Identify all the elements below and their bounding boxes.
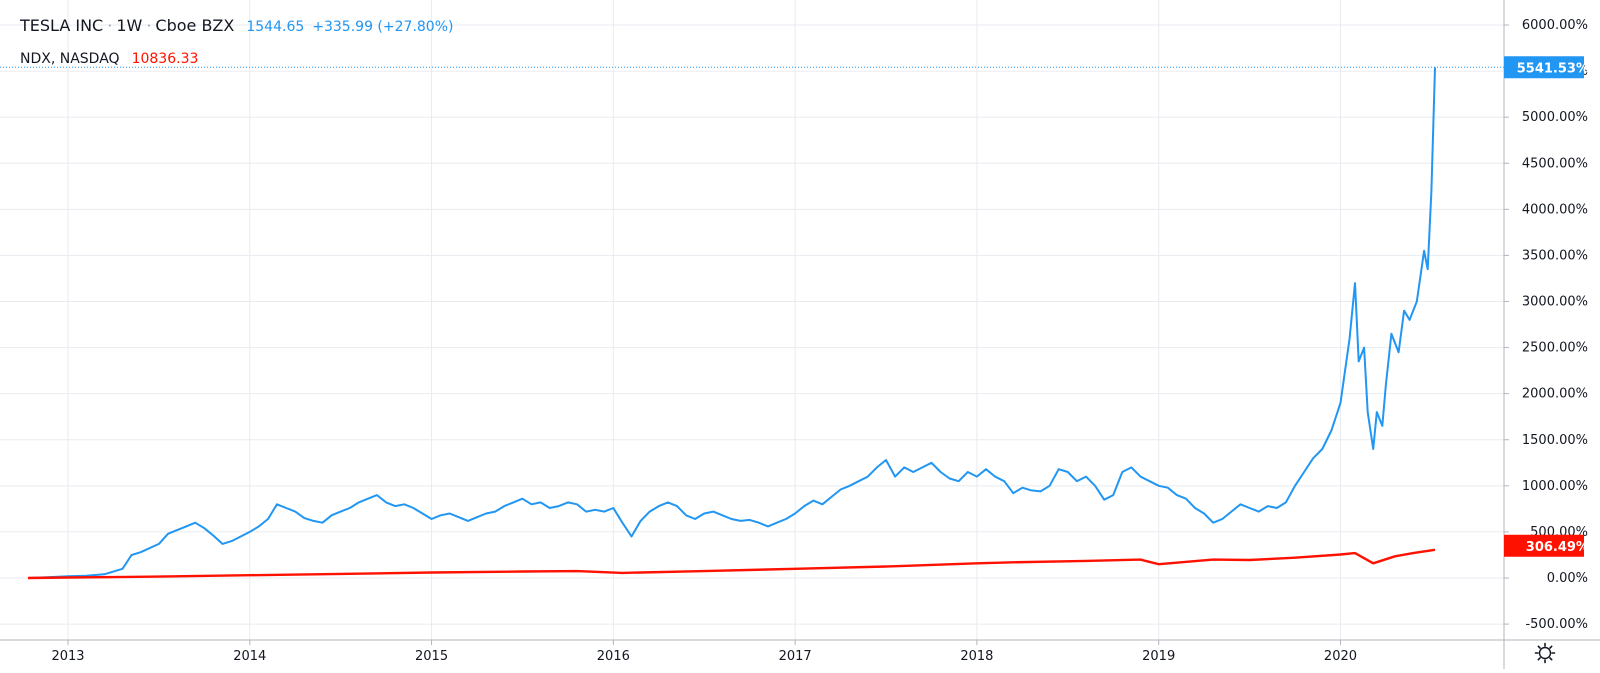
y-tick-label: 1500.00% [1522, 433, 1588, 448]
y-tick-label: 3500.00% [1522, 248, 1588, 263]
x-tick-label: 2016 [597, 649, 630, 664]
y-tick-label: 3000.00% [1522, 295, 1588, 310]
legend-separator: · [146, 16, 152, 35]
y-tick-label: 2000.00% [1522, 387, 1588, 402]
y-tick-label: 4000.00% [1522, 202, 1588, 217]
grid-lines [0, 0, 1504, 640]
last-price: 1544.65 [246, 19, 305, 35]
settings-button[interactable] [1530, 640, 1560, 666]
y-tick-label: 2500.00% [1522, 341, 1588, 356]
tsla-badge-background [1504, 56, 1584, 79]
ndx-series-line [27, 548, 1436, 580]
comparison-last-price: 10836.33 [131, 51, 199, 67]
interval-label[interactable]: 1W [116, 16, 143, 35]
comparison-legend[interactable]: NDX, NASDAQ 10836.33 [20, 51, 198, 67]
comparison-symbol[interactable]: NDX, NASDAQ [20, 51, 120, 67]
tsla-badge-label: 5541.53% [1517, 61, 1589, 76]
y-tick-label: 1000.00% [1522, 479, 1588, 494]
legend-separator: · [107, 16, 113, 35]
price-change: +335.99 (+27.80%) [312, 19, 454, 35]
price-badges: 5541.53% 306.49% [0, 56, 1589, 557]
tsla-series-line [27, 67, 1436, 579]
x-tick-label: 2020 [1324, 649, 1357, 664]
y-tick-label: 0.00% [1547, 571, 1588, 586]
y-tick-label: 4500.00% [1522, 156, 1588, 171]
main-series-legend[interactable]: TESLA INC · 1W · Cboe BZX 1544.65 +335.99 (+27… [20, 16, 453, 35]
x-tick-label: 2018 [960, 649, 993, 664]
y-tick-label: 6000.00% [1522, 18, 1588, 33]
x-tick-label: 2019 [1142, 649, 1175, 664]
ndx-badge-background [1504, 534, 1584, 557]
x-tick-label: 2015 [415, 649, 448, 664]
ndx-badge-label: 306.49% [1526, 540, 1589, 555]
y-tick-label: 5000.00% [1522, 110, 1588, 125]
gear-icon [1534, 642, 1556, 664]
x-tick-label: 2013 [51, 649, 84, 664]
symbol-name[interactable]: TESLA INC [20, 16, 104, 35]
x-tick-label: 2017 [779, 649, 812, 664]
exchange-label: Cboe BZX [155, 16, 235, 35]
series-lines [27, 67, 1436, 580]
x-tick-label: 2014 [233, 649, 266, 664]
y-tick-label: -500.00% [1525, 617, 1588, 632]
